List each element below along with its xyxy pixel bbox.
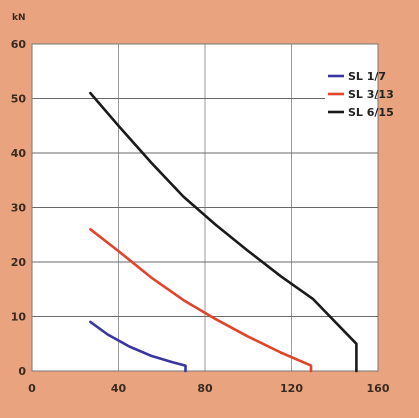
series-line bbox=[89, 320, 187, 373]
legend-label: SL 1/7 bbox=[348, 70, 386, 83]
legend-label: SL 3/13 bbox=[348, 88, 394, 101]
tick-labels: 0 40 80 120 160 0 10 20 30 40 50 60 bbox=[11, 38, 390, 395]
series-layer bbox=[89, 91, 358, 373]
legend: SL 1/7 SL 3/13 SL 6/15 bbox=[325, 63, 394, 121]
y-tick-label: 0 bbox=[18, 365, 26, 378]
y-axis-unit: kN bbox=[12, 13, 26, 23]
series-line bbox=[89, 91, 358, 373]
plot-frame bbox=[31, 43, 379, 372]
y-tick-label: 60 bbox=[11, 38, 27, 51]
x-tick-label: 40 bbox=[111, 382, 127, 395]
x-tick-label: 80 bbox=[197, 382, 213, 395]
x-tick-label: 160 bbox=[367, 382, 390, 395]
y-tick-label: 40 bbox=[11, 147, 27, 160]
legend-label: SL 6/15 bbox=[348, 106, 394, 119]
grid bbox=[31, 43, 379, 372]
y-tick-label: 30 bbox=[11, 202, 27, 215]
y-tick-label: 10 bbox=[11, 311, 27, 324]
x-tick-label: 0 bbox=[28, 382, 36, 395]
series-line bbox=[89, 228, 313, 373]
y-tick-label: 50 bbox=[11, 93, 27, 106]
x-tick-label: 120 bbox=[280, 382, 303, 395]
y-tick-label: 20 bbox=[11, 256, 27, 269]
